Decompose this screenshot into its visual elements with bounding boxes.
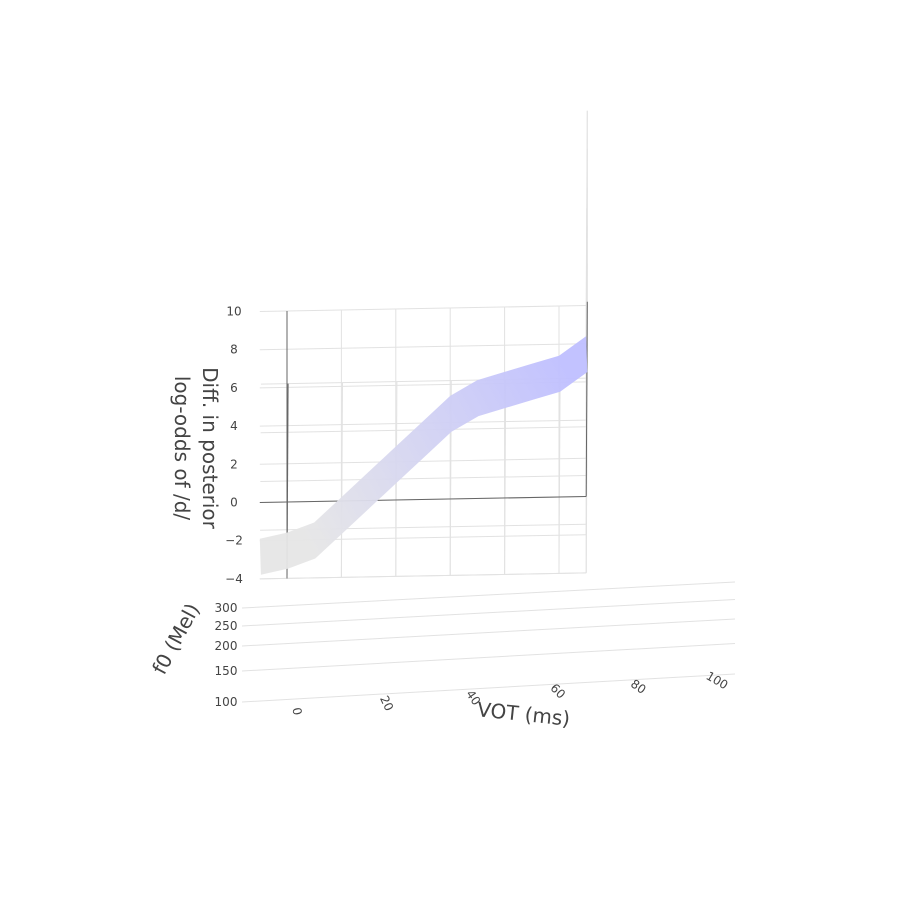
x-tick-label: 20 <box>377 693 396 713</box>
y-tick-label: 100 <box>215 695 238 709</box>
floor-f0-guide <box>241 618 736 647</box>
z-tick-label: 4 <box>230 419 238 433</box>
x-tick-label: 0 <box>289 706 304 716</box>
z-tick-label: −4 <box>225 572 243 586</box>
back-wall-z-gridline <box>259 305 587 312</box>
z-axis-ticks: −4 −2 0 2 4 6 8 10 <box>225 305 243 586</box>
z-zero-side-line <box>585 301 588 497</box>
z-tick-label: 2 <box>230 457 238 471</box>
z-tick-label: 10 <box>226 305 241 319</box>
z-tick-label: 0 <box>230 496 238 510</box>
floor-f0-gridline <box>259 572 587 580</box>
z-zero-line <box>259 496 587 503</box>
surface-mesh <box>259 336 588 575</box>
floor-f0-guide <box>241 673 736 703</box>
floor-f0-guide <box>241 581 736 609</box>
floor-f0-guide <box>241 643 736 672</box>
y-tick-label: 300 <box>215 601 238 615</box>
back-wall-z-gridline <box>259 343 587 351</box>
z-axis-title-line1: Diff. in posterior <box>198 367 222 530</box>
z-tick-label: −2 <box>225 534 243 548</box>
y-tick-label: 200 <box>215 639 238 653</box>
floor-f0-guide <box>241 599 736 627</box>
surface-plane <box>259 336 588 575</box>
floor-f0-gridline <box>260 475 587 482</box>
z-axis-title-line2: log-odds of /d/ <box>170 376 194 521</box>
x-tick-label: 100 <box>704 669 731 693</box>
z-tick-label: 6 <box>230 381 238 395</box>
y-axis-ticks: 100 150 200 250 300 <box>215 581 736 709</box>
y-axis-title: f0 (Mel) <box>147 599 204 678</box>
y-tick-label: 250 <box>215 619 238 633</box>
back-wall-z-gridline <box>259 457 587 465</box>
y-tick-label: 150 <box>215 664 238 678</box>
x-axis-title: VOT (ms) <box>476 697 571 731</box>
z-tick-label: 8 <box>230 343 238 357</box>
grid-lines <box>259 110 588 580</box>
